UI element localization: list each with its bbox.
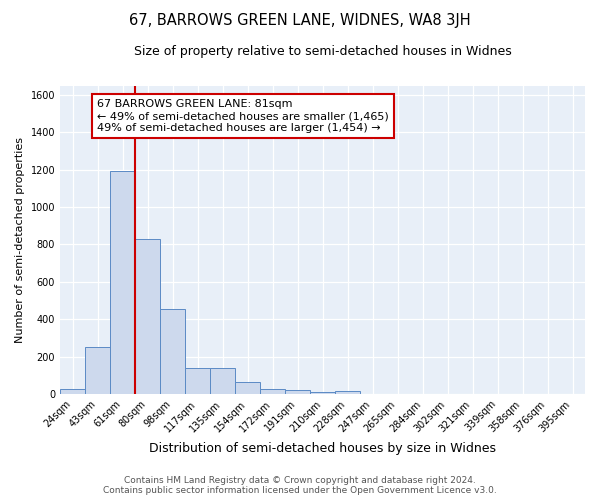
Bar (310, 392, 335, 394)
Bar (110, 171, 135, 394)
Bar (235, 382, 260, 394)
Bar (335, 392, 360, 394)
Text: 67, BARROWS GREEN LANE, WIDNES, WA8 3JH: 67, BARROWS GREEN LANE, WIDNES, WA8 3JH (129, 12, 471, 28)
Bar (185, 368, 210, 394)
Text: 67 BARROWS GREEN LANE: 81sqm
← 49% of semi-detached houses are smaller (1,465)
4: 67 BARROWS GREEN LANE: 81sqm ← 49% of se… (97, 100, 389, 132)
Bar (210, 368, 235, 394)
Bar (285, 390, 310, 394)
Text: Contains HM Land Registry data © Crown copyright and database right 2024.
Contai: Contains HM Land Registry data © Crown c… (103, 476, 497, 495)
Bar (260, 389, 285, 394)
Bar (160, 308, 185, 394)
Y-axis label: Number of semi-detached properties: Number of semi-detached properties (15, 136, 25, 342)
Bar (85, 346, 110, 394)
X-axis label: Distribution of semi-detached houses by size in Widnes: Distribution of semi-detached houses by … (149, 442, 496, 455)
Bar (135, 239, 160, 394)
Title: Size of property relative to semi-detached houses in Widnes: Size of property relative to semi-detach… (134, 45, 511, 58)
Bar (60, 388, 85, 394)
